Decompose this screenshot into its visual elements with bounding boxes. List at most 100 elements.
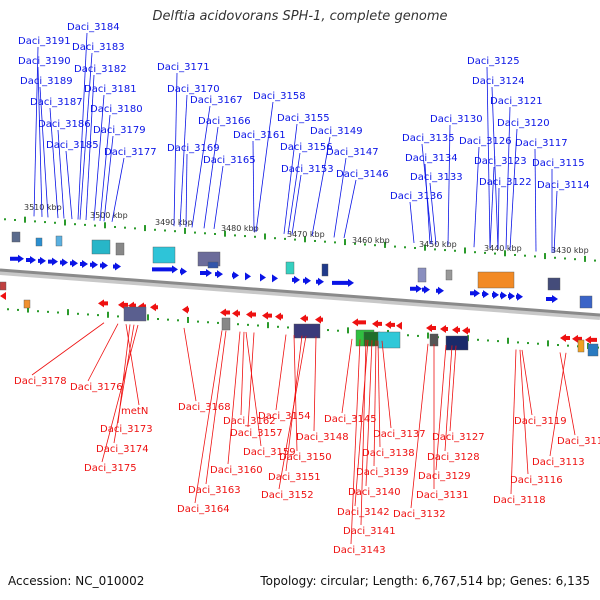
reverse-gene-arrow <box>220 308 230 317</box>
tick-mark <box>37 310 39 313</box>
feature-box <box>207 261 219 269</box>
leader-line <box>444 345 453 452</box>
tick-mark <box>134 227 136 230</box>
tick-mark <box>64 219 66 226</box>
tick-mark <box>567 344 569 347</box>
leader-line <box>559 352 576 436</box>
leader-line <box>245 331 262 447</box>
gene-label-bottom: Daci_3164 <box>177 504 230 515</box>
gene-label-bottom: Daci_3132 <box>393 509 446 520</box>
gene-label-top: Daci_3161 <box>233 130 286 141</box>
leader-line <box>278 335 307 490</box>
tick-mark <box>114 225 116 228</box>
leader-line <box>377 340 381 448</box>
tick-mark <box>364 243 366 246</box>
reverse-gene-arrow <box>300 314 308 323</box>
forward-gene-arrow <box>422 285 430 294</box>
gene-label-top: Daci_3135 <box>402 133 455 144</box>
leader-line <box>99 114 111 222</box>
gene-features <box>0 231 599 357</box>
gene-label-bottom: Daci_3129 <box>418 471 471 482</box>
gene-label-bottom: Daci_3127 <box>432 432 485 443</box>
tick-mark <box>174 230 176 233</box>
reverse-gene-arrow <box>182 305 189 314</box>
leader-line <box>79 52 93 220</box>
leader-line <box>179 94 188 227</box>
scale-label: 3510 kbp <box>24 203 62 212</box>
gene-label-top: Daci_3183 <box>72 42 125 53</box>
tick-mark <box>374 244 376 247</box>
gene-label-top: Daci_3170 <box>167 84 220 95</box>
forward-gene-arrow <box>332 278 354 287</box>
tick-mark <box>97 314 99 317</box>
tick-mark <box>67 309 69 316</box>
reverse-gene-arrow <box>560 334 570 342</box>
leader-line <box>489 166 495 249</box>
reverse-gene-arrow <box>232 309 240 318</box>
feature-box <box>321 263 329 277</box>
tick-mark <box>74 223 76 226</box>
gene-label-bottom: Daci_3119 <box>514 416 567 427</box>
tick-mark <box>287 326 289 329</box>
gene-label-top: Daci_3187 <box>30 97 83 108</box>
feature-box <box>115 242 125 256</box>
forward-gene-arrow <box>215 270 223 279</box>
feature-box <box>23 299 31 309</box>
gene-label-bottom: Daci_3175 <box>84 463 137 474</box>
leader-line <box>505 106 511 250</box>
feature-box <box>91 239 111 255</box>
tick-mark <box>414 246 416 249</box>
feature-box <box>377 331 401 349</box>
reverse-gene-arrow <box>452 325 460 334</box>
tick-mark <box>304 236 306 243</box>
feature-box <box>445 269 453 281</box>
tick-mark <box>17 308 19 311</box>
tick-mark <box>294 238 296 241</box>
leader-line <box>311 136 331 236</box>
leader-line <box>534 148 537 252</box>
gene-label-bottom: Daci_3174 <box>96 444 149 455</box>
genome-backbone <box>0 268 600 320</box>
tick-mark <box>207 321 209 324</box>
gene-label-top: Daci_3191 <box>18 36 71 47</box>
leader-line <box>185 153 188 228</box>
gene-label-top: Daci_3155 <box>277 113 330 124</box>
gene-label-bottom: Daci_3139 <box>356 467 409 478</box>
gene-label-bottom: Daci_3140 <box>348 487 401 498</box>
gene-label-top: Daci_3186 <box>38 119 91 130</box>
gene-label-top: Daci_3124 <box>472 76 525 87</box>
leader-line <box>247 332 255 428</box>
gene-label-bottom: Daci_3128 <box>427 452 480 463</box>
leader-line <box>291 174 302 235</box>
reverse-gene-arrow <box>462 326 470 335</box>
reverse-gene-arrow <box>98 299 108 308</box>
leader-line <box>354 339 369 507</box>
forward-gene-arrow <box>26 255 36 264</box>
tick-mark <box>197 320 199 323</box>
feature-box <box>547 277 561 291</box>
forward-gene-arrow <box>470 289 480 298</box>
forward-gene-arrow <box>80 260 88 268</box>
reverse-gene-arrow <box>352 318 366 327</box>
tick-mark <box>424 244 426 251</box>
leader-line <box>549 352 567 457</box>
feature-box <box>123 306 147 322</box>
gene-label-top: Daci_3126 <box>459 136 512 147</box>
feature-box <box>11 231 21 243</box>
reverse-gene-arrow <box>262 311 272 320</box>
tick-mark <box>337 329 339 332</box>
gene-label-bottom: Daci_3150 <box>279 452 332 463</box>
tick-mark <box>237 323 239 326</box>
tick-mark <box>154 228 156 231</box>
tick-mark <box>534 255 536 258</box>
leader-line <box>313 336 317 432</box>
tick-mark <box>267 322 269 329</box>
tick-mark <box>417 334 419 337</box>
tick-mark <box>507 337 509 344</box>
leader-line <box>252 140 255 232</box>
tick-mark <box>327 329 329 332</box>
forward-gene-arrow <box>500 291 507 300</box>
gene-label-top: Daci_3156 <box>280 142 333 153</box>
tick-mark <box>24 216 26 223</box>
